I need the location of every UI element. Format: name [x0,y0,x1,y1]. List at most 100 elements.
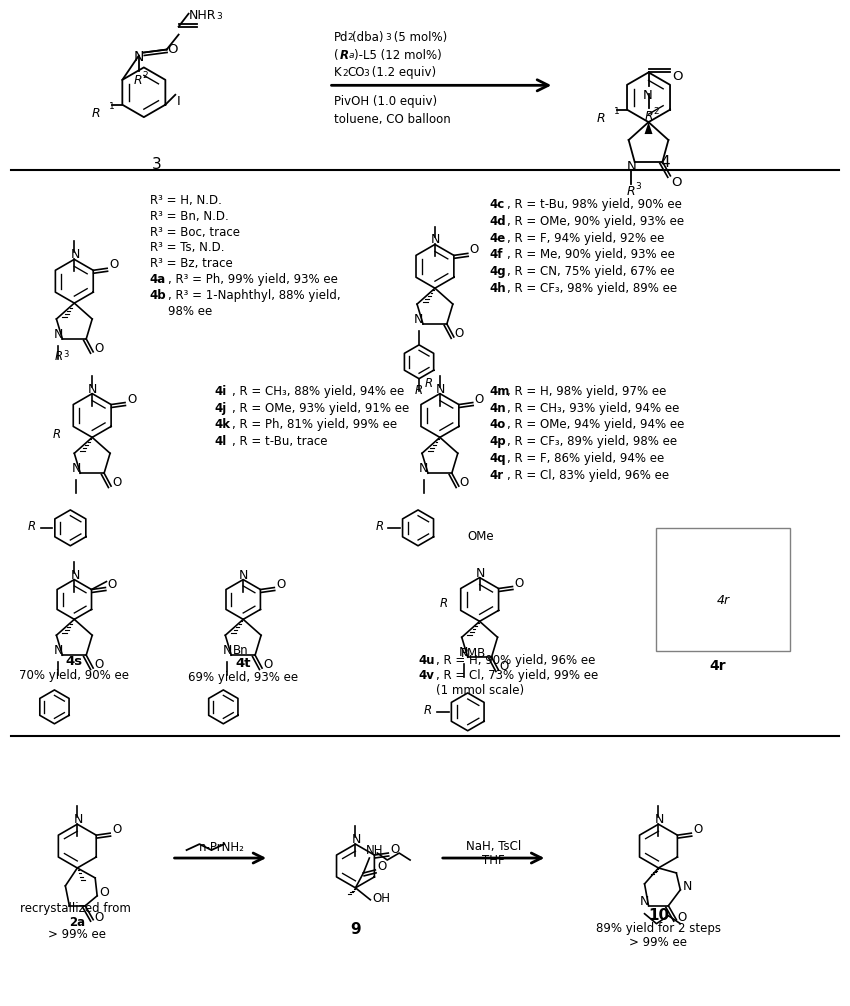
Text: 4: 4 [660,155,671,170]
Text: , R = Ph, 81% yield, 99% ee: , R = Ph, 81% yield, 99% ee [232,418,398,432]
Text: R: R [424,704,432,717]
Text: (dba): (dba) [353,30,384,43]
Text: 2: 2 [343,68,348,77]
Text: O: O [263,658,272,671]
Text: 2: 2 [654,108,659,117]
Text: O: O [94,342,104,355]
Text: N: N [654,813,664,826]
Text: 2a: 2a [69,915,85,929]
Text: 4i: 4i [214,384,227,397]
Text: )-L5 (12 mol%): )-L5 (12 mol%) [354,48,442,61]
Text: O: O [94,658,104,671]
Text: R: R [376,520,383,533]
Text: N: N [643,90,652,103]
Text: 4a: 4a [150,274,166,287]
Text: recrystallized from: recrystallized from [20,901,134,914]
Text: 4r: 4r [490,469,504,482]
Text: R: R [440,598,448,611]
Text: > 99% ee: > 99% ee [630,936,688,949]
Text: R³ = Boc, trace: R³ = Boc, trace [150,225,240,238]
Text: R: R [425,376,434,389]
Text: 3: 3 [152,157,162,172]
Text: R: R [92,107,100,120]
Text: a: a [348,51,354,60]
Text: 3: 3 [217,12,222,21]
Text: R³ = Ts, N.D.: R³ = Ts, N.D. [150,241,224,255]
Text: K: K [333,66,341,79]
Text: O: O [99,886,109,898]
Text: N: N [88,382,98,395]
Text: NHR: NHR [189,9,216,22]
Text: 4g: 4g [490,266,507,279]
Text: O: O [390,843,400,856]
Text: O: O [276,577,286,591]
Text: O: O [167,42,178,55]
Text: , R = CF₃, 98% yield, 89% ee: , R = CF₃, 98% yield, 89% ee [507,283,677,295]
Text: Pd: Pd [333,30,348,43]
Text: , R = OMe, 94% yield, 94% ee: , R = OMe, 94% yield, 94% ee [507,418,685,432]
Text: O: O [460,476,469,489]
Polygon shape [644,122,653,134]
Text: R: R [415,383,423,396]
Text: O: O [672,70,683,83]
Text: , R = t-Bu, trace: , R = t-Bu, trace [232,436,328,449]
Text: R: R [644,111,653,123]
Text: 4o: 4o [490,418,506,432]
Text: 1: 1 [614,107,620,116]
Text: N: N [54,328,63,341]
Text: N: N [54,644,63,657]
Text: NaH, TsCl: NaH, TsCl [466,840,521,853]
Text: > 99% ee: > 99% ee [48,928,106,941]
Text: N: N [459,646,468,659]
Text: 4m: 4m [490,384,510,397]
Text: N: N [223,644,232,657]
Text: , R³ = 1-Naphthyl, 88% yield,: , R³ = 1-Naphthyl, 88% yield, [167,289,340,302]
Text: O: O [377,860,387,873]
Text: R³ = Bz, trace: R³ = Bz, trace [150,258,233,271]
Text: O: O [107,577,116,591]
Text: O: O [455,327,464,340]
Text: (1 mmol scale): (1 mmol scale) [436,684,524,697]
Text: O: O [694,823,703,836]
Text: , R = CH₃, 88% yield, 94% ee: , R = CH₃, 88% yield, 94% ee [232,384,405,397]
Text: 70% yield, 90% ee: 70% yield, 90% ee [20,669,129,682]
Text: 89% yield for 2 steps: 89% yield for 2 steps [596,921,721,935]
Text: 4t: 4t [235,657,251,670]
Text: N: N [71,568,80,581]
Text: R³ = Bn, N.D.: R³ = Bn, N.D. [150,209,229,222]
Text: O: O [112,823,122,836]
Text: 4l: 4l [214,436,227,449]
Text: O: O [475,392,484,405]
Text: 4s: 4s [65,655,82,668]
Text: , R³ = Ph, 99% yield, 93% ee: , R³ = Ph, 99% yield, 93% ee [167,274,337,287]
Text: N: N [431,233,440,246]
Text: n-PrNH₂: n-PrNH₂ [198,841,244,854]
Text: N: N [683,880,692,893]
Text: 1: 1 [110,102,116,111]
Text: 4r: 4r [710,659,727,673]
Text: OH: OH [372,891,390,904]
Text: N: N [73,813,82,826]
Text: , R = t-Bu, 98% yield, 90% ee: , R = t-Bu, 98% yield, 90% ee [507,198,683,210]
Text: 69% yield, 93% ee: 69% yield, 93% ee [188,671,298,684]
Text: N: N [476,566,485,579]
Text: 3: 3 [385,33,391,42]
Text: 4r: 4r [717,595,729,608]
Text: O: O [470,243,479,257]
Text: O: O [94,910,104,924]
Text: 10: 10 [648,907,669,923]
Text: 2: 2 [348,33,353,42]
Text: N: N [414,313,423,326]
Text: R: R [339,48,348,61]
Text: (5 mol%): (5 mol%) [390,30,447,43]
Text: , R = OMe, 93% yield, 91% ee: , R = OMe, 93% yield, 91% ee [232,401,410,414]
Text: N: N [134,49,145,63]
Text: toluene, CO balloon: toluene, CO balloon [333,113,450,126]
Text: O: O [677,910,687,924]
Text: R: R [27,520,36,533]
Text: , R = H, 98% yield, 97% ee: , R = H, 98% yield, 97% ee [507,384,667,397]
Text: 4u: 4u [418,654,434,667]
Text: N: N [419,462,428,475]
Text: 4f: 4f [490,248,503,262]
Text: 4d: 4d [490,214,507,227]
